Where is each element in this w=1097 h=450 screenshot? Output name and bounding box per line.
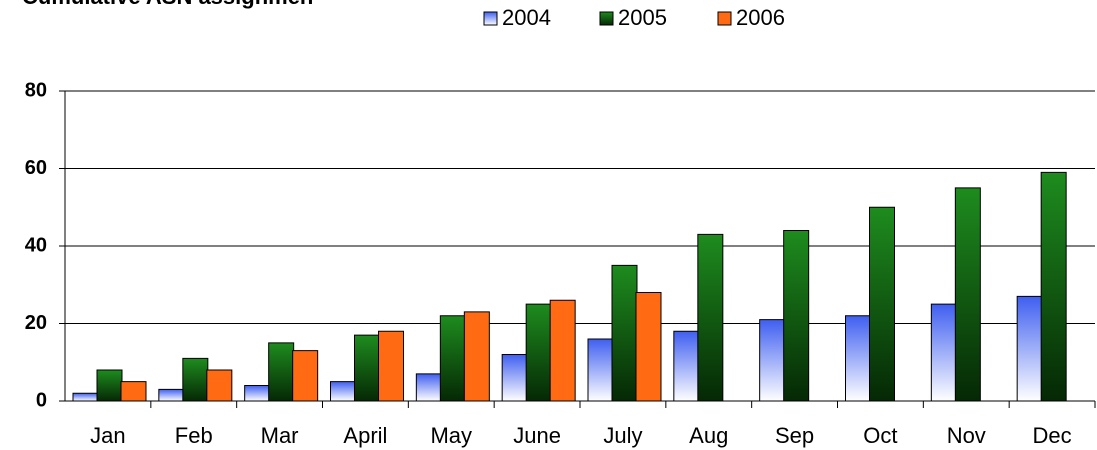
y-tick-label: 60 (25, 157, 47, 179)
bar (697, 233, 724, 402)
bar (611, 264, 638, 402)
bar (501, 354, 528, 402)
bar (415, 373, 442, 402)
legend-swatch (717, 11, 732, 26)
bar (268, 342, 295, 402)
bar (182, 357, 209, 402)
y-tick-label: 40 (25, 234, 47, 256)
bar (759, 319, 786, 402)
x-tick-label: July (603, 423, 642, 448)
bar (1040, 171, 1067, 402)
bar (1016, 295, 1043, 402)
legend-item: 2004 (483, 5, 551, 30)
bar (635, 292, 662, 402)
bar (72, 392, 99, 402)
legend-item: 2005 (599, 5, 667, 30)
y-tick-label: 20 (25, 312, 47, 334)
x-tick-label: Jan (90, 423, 125, 448)
bar (869, 206, 895, 402)
legend-item: 2006 (717, 5, 785, 30)
bar (587, 338, 614, 402)
legend-swatch (599, 11, 614, 26)
legend-label: 2006 (736, 5, 785, 30)
x-tick-label: Mar (261, 423, 299, 448)
bar (439, 315, 466, 402)
x-tick-label: Oct (863, 423, 897, 448)
bar (354, 334, 380, 402)
bar (549, 299, 576, 402)
bar (930, 303, 957, 402)
bar (783, 230, 810, 402)
bar (673, 330, 700, 402)
bar (206, 369, 233, 402)
x-tick-label: April (343, 423, 387, 448)
bar (463, 311, 490, 402)
x-tick-label: Sep (775, 423, 814, 448)
x-tick-label: June (513, 423, 561, 448)
legend-swatch (483, 11, 498, 26)
bar (954, 187, 981, 402)
x-tick-label: Aug (689, 423, 728, 448)
bar (845, 315, 871, 402)
bar (330, 381, 356, 402)
x-tick-label: Feb (175, 423, 213, 448)
bar (120, 381, 147, 402)
x-tick-label: May (430, 423, 472, 448)
x-tick-label: Dec (1033, 423, 1072, 448)
bar (378, 330, 404, 402)
y-tick-label: 0 (36, 389, 47, 411)
bar (525, 303, 552, 402)
legend-label: 2005 (618, 5, 667, 30)
bar (158, 388, 185, 402)
x-tick-label: Nov (947, 423, 986, 448)
bar (292, 350, 319, 402)
legend-label: 2004 (502, 5, 551, 30)
bar (96, 369, 123, 402)
chart-title: Cumulative ASN assignmen (22, 0, 313, 9)
bar (244, 385, 271, 402)
y-tick-label: 80 (25, 79, 47, 101)
